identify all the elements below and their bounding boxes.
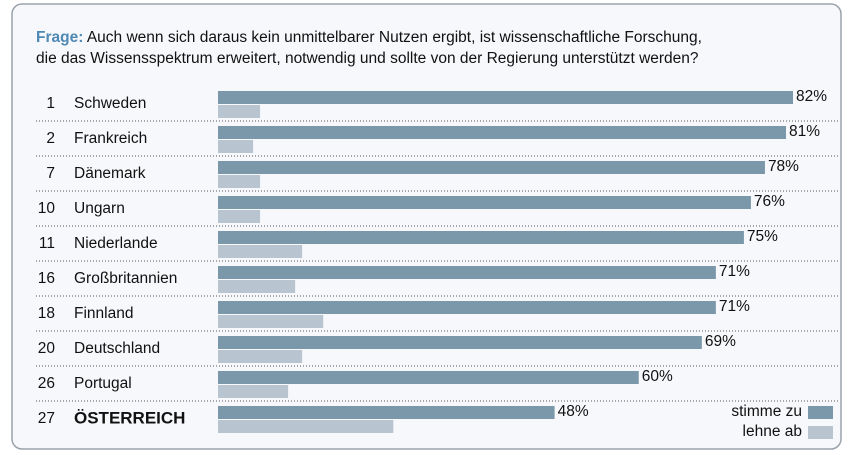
bar: [218, 210, 261, 223]
value-label: 81%: [789, 123, 820, 140]
bar: [218, 385, 289, 398]
legend-label: stimme zu: [731, 403, 802, 420]
title-text: die das Wissensspektrum erweitert, notwe…: [36, 50, 699, 67]
bar: [218, 140, 254, 153]
category-label: Dänemark: [74, 165, 146, 182]
rank: 10: [38, 200, 56, 217]
rank: 11: [39, 235, 55, 252]
value-label: 76%: [754, 193, 785, 210]
bar: [218, 406, 555, 419]
rank: 7: [46, 165, 55, 182]
category-label: ÖSTERREICH: [74, 408, 185, 427]
category-label: Großbritannien: [74, 270, 177, 287]
legend-swatch: [808, 426, 833, 439]
bar: [218, 105, 261, 118]
bar: [218, 161, 765, 174]
rank: 18: [38, 305, 55, 322]
category-label: Niederlande: [74, 235, 158, 252]
value-label: 82%: [796, 88, 827, 105]
category-label: Finnland: [74, 305, 133, 322]
rank: 16: [38, 270, 55, 287]
title-label: Frage:: [36, 29, 83, 46]
rank: 26: [38, 375, 55, 392]
title-text: Auch wenn sich daraus kein unmittelbarer…: [87, 29, 702, 46]
value-label: 48%: [558, 403, 589, 420]
value-label: 71%: [719, 298, 750, 315]
rank: 27: [38, 410, 55, 427]
bar: [218, 315, 324, 328]
value-label: 75%: [747, 228, 778, 245]
bar: [218, 420, 394, 433]
legend-label: lehne ab: [743, 423, 802, 440]
category-label: Portugal: [74, 375, 132, 392]
bar: [218, 350, 303, 363]
bar: [218, 371, 639, 384]
value-label: 69%: [705, 333, 736, 350]
bar: [218, 245, 303, 258]
rank: 2: [46, 130, 55, 147]
title-line: Frage: Auch wenn sich daraus kein unmitt…: [36, 29, 702, 46]
rank: 20: [38, 340, 56, 357]
category-label: Frankreich: [74, 130, 147, 147]
bar: [218, 175, 261, 188]
bar: [218, 266, 716, 279]
rank: 1: [46, 95, 55, 112]
bar: [218, 280, 296, 293]
bar: [218, 91, 793, 104]
value-label: 60%: [642, 368, 673, 385]
bar: [218, 301, 716, 314]
bar: [218, 231, 744, 244]
legend-swatch: [808, 406, 833, 419]
bar: [218, 126, 786, 139]
bar: [218, 336, 702, 349]
value-label: 78%: [768, 158, 799, 175]
category-label: Deutschland: [74, 340, 160, 357]
value-label: 71%: [719, 263, 750, 280]
category-label: Schweden: [74, 95, 146, 112]
category-label: Ungarn: [74, 200, 125, 217]
bar: [218, 196, 751, 209]
